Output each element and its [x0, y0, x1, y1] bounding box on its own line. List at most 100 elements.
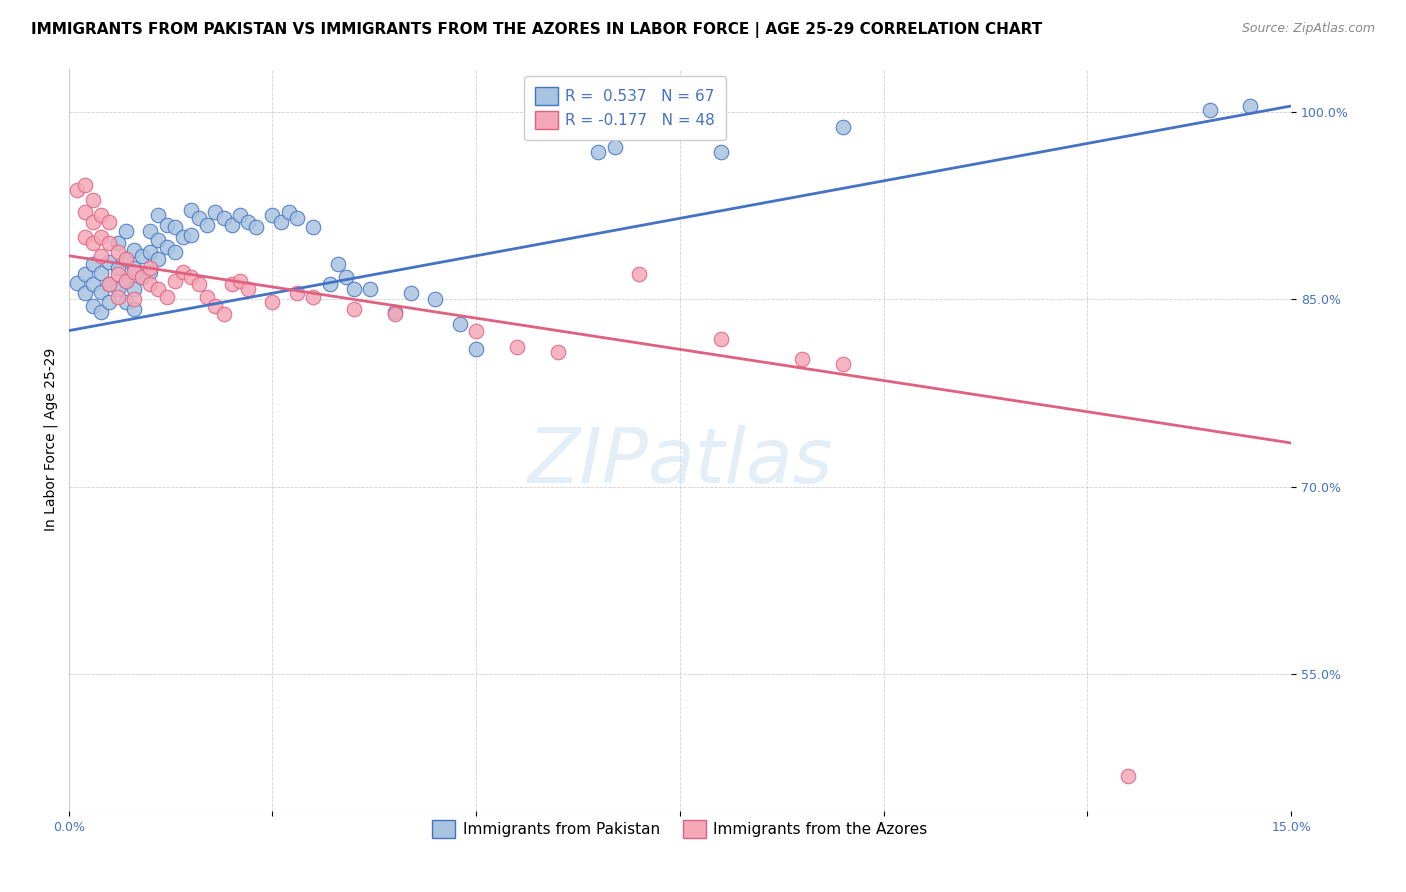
Point	[195, 218, 218, 232]
Point	[710, 145, 733, 160]
Point	[114, 294, 136, 309]
Point	[343, 302, 366, 317]
Point	[212, 307, 235, 321]
Point	[107, 236, 129, 251]
Point	[82, 215, 104, 229]
Point	[277, 205, 299, 219]
Point	[73, 286, 96, 301]
Point	[163, 274, 186, 288]
Point	[114, 224, 136, 238]
Point	[148, 233, 170, 247]
Point	[792, 352, 814, 367]
Point	[107, 268, 129, 282]
Point	[603, 140, 626, 154]
Point	[163, 220, 186, 235]
Point	[122, 243, 145, 257]
Point	[326, 258, 349, 272]
Point	[204, 299, 226, 313]
Point	[90, 208, 112, 222]
Point	[270, 215, 292, 229]
Text: Source: ZipAtlas.com: Source: ZipAtlas.com	[1241, 22, 1375, 36]
Point	[148, 252, 170, 267]
Text: IMMIGRANTS FROM PAKISTAN VS IMMIGRANTS FROM THE AZORES IN LABOR FORCE | AGE 25-2: IMMIGRANTS FROM PAKISTAN VS IMMIGRANTS F…	[31, 22, 1042, 38]
Point	[139, 261, 162, 276]
Point	[98, 215, 121, 229]
Point	[318, 277, 340, 292]
Point	[114, 274, 136, 288]
Point	[425, 293, 447, 307]
Point	[122, 302, 145, 317]
Point	[139, 245, 162, 260]
Point	[229, 274, 252, 288]
Point	[107, 290, 129, 304]
Point	[82, 258, 104, 272]
Point	[90, 305, 112, 319]
Point	[832, 357, 855, 371]
Point	[221, 218, 243, 232]
Point	[628, 268, 651, 282]
Point	[155, 290, 177, 304]
Point	[1239, 99, 1261, 113]
Point	[195, 290, 218, 304]
Point	[285, 286, 308, 301]
Point	[262, 294, 284, 309]
Point	[131, 269, 153, 284]
Point	[180, 202, 202, 217]
Point	[172, 230, 194, 244]
Point	[107, 245, 129, 260]
Point	[66, 276, 89, 290]
Point	[90, 266, 112, 280]
Point	[832, 120, 855, 135]
Point	[114, 252, 136, 267]
Point	[98, 277, 121, 292]
Point	[98, 255, 121, 269]
Point	[122, 293, 145, 307]
Point	[114, 252, 136, 267]
Point	[139, 277, 162, 292]
Point	[139, 265, 162, 279]
Point	[107, 282, 129, 296]
Point	[449, 318, 471, 332]
Point	[98, 236, 121, 251]
Point	[114, 274, 136, 288]
Point	[465, 324, 488, 338]
Point	[122, 265, 145, 279]
Point	[73, 178, 96, 192]
Point	[82, 277, 104, 292]
Point	[73, 230, 96, 244]
Point	[236, 282, 259, 296]
Point	[163, 245, 186, 260]
Point	[1116, 769, 1139, 783]
Point	[73, 205, 96, 219]
Point	[82, 193, 104, 207]
Point	[122, 261, 145, 276]
Point	[155, 218, 177, 232]
Point	[82, 236, 104, 251]
Point	[710, 332, 733, 346]
Point	[506, 340, 529, 354]
Point	[588, 145, 610, 160]
Point	[66, 183, 89, 197]
Point	[131, 249, 153, 263]
Point	[547, 344, 569, 359]
Point	[236, 215, 259, 229]
Point	[399, 286, 422, 301]
Point	[335, 269, 357, 284]
Point	[73, 268, 96, 282]
Point	[107, 261, 129, 276]
Point	[82, 299, 104, 313]
Legend: Immigrants from Pakistan, Immigrants from the Azores: Immigrants from Pakistan, Immigrants fro…	[426, 814, 934, 845]
Point	[122, 282, 145, 296]
Point	[262, 208, 284, 222]
Point	[98, 294, 121, 309]
Y-axis label: In Labor Force | Age 25-29: In Labor Force | Age 25-29	[44, 348, 58, 532]
Point	[384, 305, 406, 319]
Point	[302, 290, 325, 304]
Point	[245, 220, 267, 235]
Point	[155, 240, 177, 254]
Point	[465, 343, 488, 357]
Point	[212, 211, 235, 226]
Point	[1198, 103, 1220, 117]
Point	[221, 277, 243, 292]
Point	[204, 205, 226, 219]
